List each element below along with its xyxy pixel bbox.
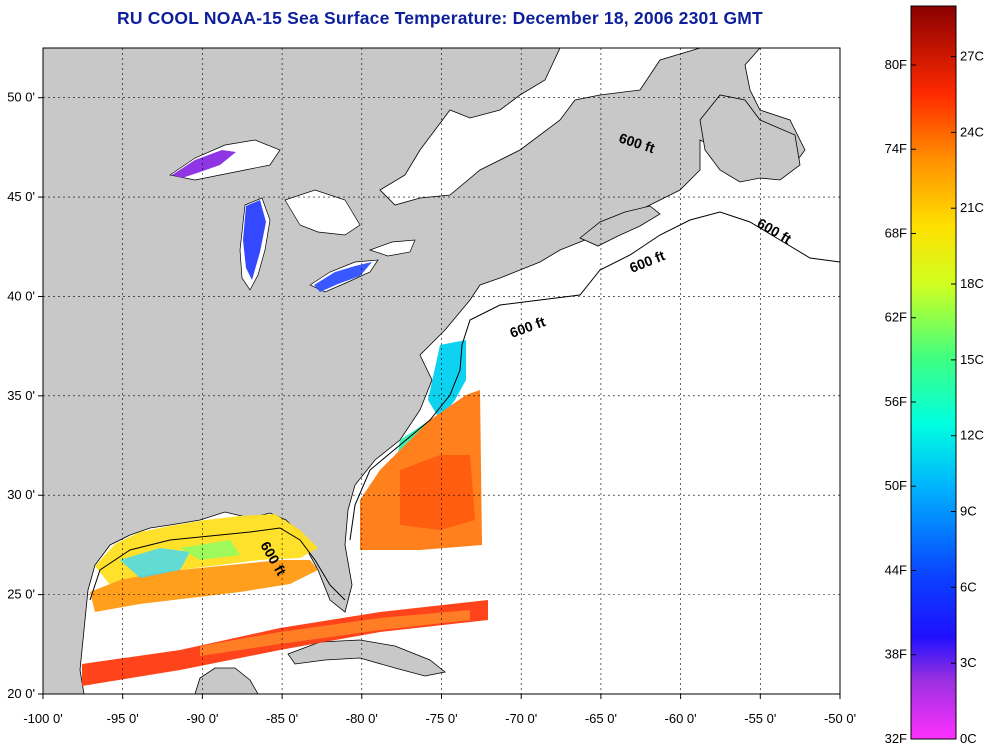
lat-tick-label: 50 0' bbox=[7, 90, 35, 105]
colorbar-label-c: 0C bbox=[960, 731, 977, 746]
lake-ontario bbox=[368, 239, 416, 257]
colorbar-label-c: 9C bbox=[960, 504, 977, 519]
sst-data-swaths bbox=[82, 150, 488, 686]
lat-tick-label: 25 0' bbox=[7, 587, 35, 602]
land-north-america bbox=[43, 48, 806, 694]
colorbar-labels: 0C 3C 6C 9C 12C 15C 18C 21C 24C 27C 32F 38F 44F 50F 56… bbox=[885, 49, 984, 746]
colorbar-label-f: 68F bbox=[885, 225, 907, 240]
colorbar-gradient bbox=[910, 5, 957, 740]
lon-tick-label: -65 0' bbox=[585, 711, 617, 726]
contour-600ft bbox=[89, 211, 840, 601]
colorbar-label-f: 56F bbox=[885, 394, 907, 409]
lon-tick-label: -75 0' bbox=[425, 711, 457, 726]
colorbar-label-f: 62F bbox=[885, 310, 907, 325]
lon-tick-label: -70 0' bbox=[505, 711, 537, 726]
colorbar-label-f: 32F bbox=[885, 731, 907, 746]
colorbar-label-c: 6C bbox=[960, 579, 977, 594]
colorbar-label-f: 50F bbox=[885, 478, 907, 493]
map-layers bbox=[43, 48, 840, 694]
lake-huron bbox=[284, 189, 361, 236]
land-cuba bbox=[287, 639, 446, 677]
lat-tick-label: 20 0' bbox=[7, 686, 35, 701]
lat-tick-label: 30 0' bbox=[7, 487, 35, 502]
lon-tick-label: -60 0' bbox=[665, 711, 697, 726]
land-yucatan bbox=[194, 667, 259, 694]
lon-tick-label: -55 0' bbox=[744, 711, 776, 726]
lon-tick-label: -95 0' bbox=[107, 711, 139, 726]
lon-tick-label: -85 0' bbox=[266, 711, 298, 726]
colorbar-label-f: 74F bbox=[885, 141, 907, 156]
land-newfoundland bbox=[699, 94, 801, 183]
lon-tick-label: -90 0' bbox=[186, 711, 218, 726]
lat-tick-label: 35 0' bbox=[7, 388, 35, 403]
lat-tick-label: 40 0' bbox=[7, 288, 35, 303]
colorbar-label-c: 18C bbox=[960, 276, 984, 291]
colorbar-label-c: 15C bbox=[960, 352, 984, 367]
colorbar-label-c: 12C bbox=[960, 428, 984, 443]
lat-tick-label: 45 0' bbox=[7, 189, 35, 204]
colorbar-label-f: 44F bbox=[885, 562, 907, 577]
colorbar-label-c: 21C bbox=[960, 200, 984, 215]
map-title: RU COOL NOAA-15 Sea Surface Temperature:… bbox=[117, 8, 763, 28]
axis-labels: -100 0' -95 0' -90 0' -85 0' -80 0' -75 0' -70… bbox=[7, 90, 856, 726]
colorbar-label-f: 80F bbox=[885, 57, 907, 72]
colorbar-label-c: 3C bbox=[960, 655, 977, 670]
colorbar: 0C 3C 6C 9C 12C 15C 18C 21C 24C 27C 32F 38F 44F 50F 56… bbox=[885, 5, 984, 746]
colorbar-label-f: 38F bbox=[885, 647, 907, 662]
lon-tick-label: -80 0' bbox=[346, 711, 378, 726]
land-nova-scotia bbox=[579, 205, 661, 247]
lon-tick-label: -50 0' bbox=[824, 711, 856, 726]
lon-tick-label: -100 0' bbox=[23, 711, 62, 726]
colorbar-label-c: 24C bbox=[960, 124, 984, 139]
colorbar-label-c: 27C bbox=[960, 49, 984, 64]
